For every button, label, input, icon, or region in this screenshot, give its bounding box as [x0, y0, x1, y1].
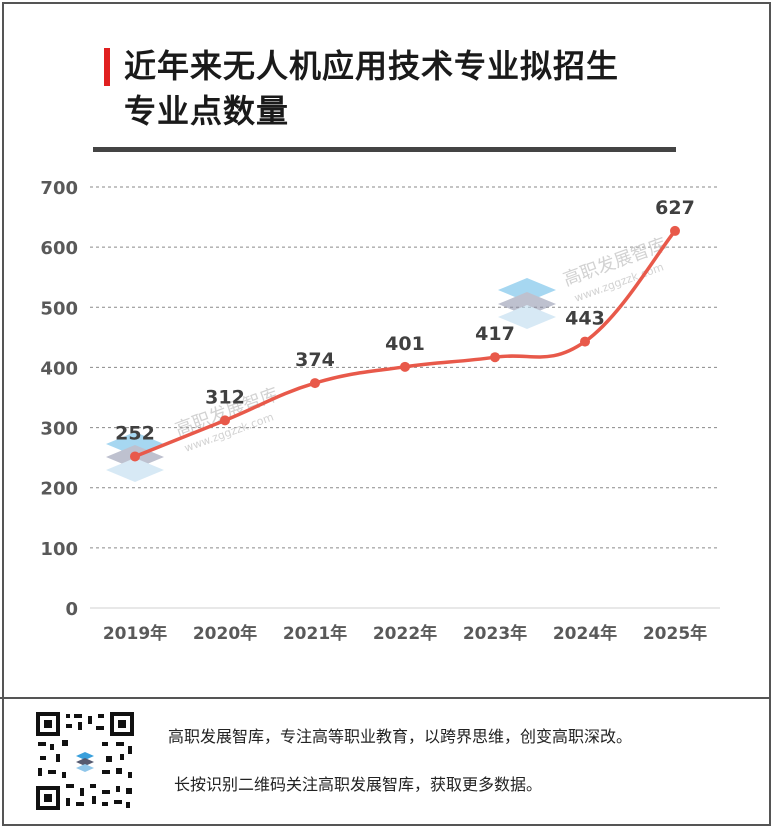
title-line-1: 近年来无人机应用技术专业拟招生	[124, 47, 620, 85]
y-tick-label: 600	[40, 238, 78, 259]
y-tick-label: 400	[40, 358, 78, 379]
data-point	[670, 225, 680, 236]
y-tick-label: 100	[40, 539, 78, 560]
footer-text-qr-hint: 长按识别二维码关注高职发展智库，获取更多数据。	[174, 775, 543, 794]
footer-text-intro: 高职发展智库，专注高等职业教育，以跨界思维，创变高职深改。	[168, 727, 633, 746]
data-label: 417	[475, 323, 515, 345]
y-tick-label: 200	[40, 479, 78, 500]
data-label: 443	[565, 308, 605, 330]
data-point	[130, 451, 140, 462]
page-title: 近年来无人机应用技术专业拟招生 专业点数量	[124, 44, 744, 134]
title-divider	[93, 147, 676, 152]
data-label: 374	[295, 349, 335, 371]
y-tick-label: 700	[40, 178, 78, 199]
data-point	[310, 378, 320, 389]
x-tick-label: 2019年	[103, 623, 167, 644]
data-label: 627	[655, 197, 695, 219]
x-tick-label: 2025年	[643, 623, 707, 644]
data-point	[220, 415, 230, 426]
footer-divider	[0, 697, 771, 699]
data-point	[400, 361, 410, 372]
data-point	[580, 336, 590, 347]
title-line-2: 专业点数量	[124, 92, 290, 130]
data-label: 252	[115, 422, 155, 444]
x-tick-label: 2024年	[553, 623, 617, 644]
x-tick-label: 2022年	[373, 623, 437, 644]
y-tick-label: 0	[65, 599, 78, 620]
grid-lines	[90, 186, 720, 609]
data-points	[130, 225, 680, 462]
data-labels: 252 312 374 401 417 443 627	[115, 197, 695, 445]
data-label: 401	[385, 333, 425, 355]
title-accent-bar	[104, 48, 110, 86]
y-tick-label: 500	[40, 298, 78, 319]
x-axis-ticks: 2019年 2020年 2021年 2022年 2023年 2024年 2025年	[103, 623, 707, 644]
y-tick-label: 300	[40, 419, 78, 440]
x-tick-label: 2021年	[283, 623, 347, 644]
y-axis-ticks: 0 100 200 300 400 500 600 700	[40, 178, 78, 620]
data-point	[490, 352, 500, 363]
x-tick-label: 2023年	[463, 623, 527, 644]
x-tick-label: 2020年	[193, 623, 257, 644]
qr-code[interactable]	[36, 712, 134, 810]
data-label: 312	[205, 386, 245, 408]
watermark-logo-top	[498, 278, 556, 329]
